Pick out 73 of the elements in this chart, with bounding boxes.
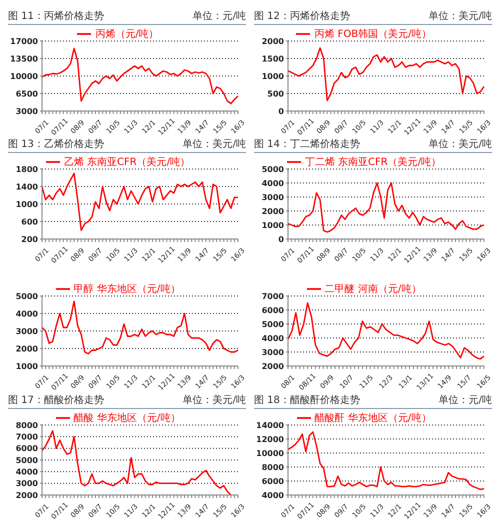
y-tick-label: 1000	[262, 72, 284, 81]
text: 丁二烯 东南亚CFR（美元/吨）	[304, 157, 442, 168]
line-series	[41, 172, 239, 231]
y-tick-label: 500	[267, 89, 284, 98]
line-series	[287, 431, 485, 490]
chart-title: 图 11：丙烯价格走势	[8, 10, 104, 23]
y-tick-label: 5000	[16, 456, 38, 465]
y-tick-label: 2000	[262, 36, 284, 46]
legend-label: 醋酸酐 华东地区（元/吨）	[314, 413, 432, 424]
y-tick-label: 10000	[256, 448, 284, 458]
y-tick-label: 0	[278, 234, 284, 244]
y-tick-label: 4000	[262, 334, 284, 343]
y-tick-label: 13500	[10, 54, 38, 64]
y-tick-label: 14000	[256, 420, 284, 430]
legend-label: 甲醇 华东地区（元/吨）	[74, 284, 180, 295]
y-tick-label: 5000	[262, 164, 284, 174]
y-tick-label: 4000	[262, 178, 284, 188]
text: 单位：美元/吨	[182, 139, 246, 150]
y-tick-label: 8000	[262, 462, 284, 472]
y-tick-label: 200	[21, 234, 38, 244]
y-tick-label: 2000	[16, 490, 38, 500]
y-tick-label: 5000	[16, 292, 38, 301]
y-tick-label: 6000	[16, 444, 38, 454]
y-tick-label: 17000	[10, 36, 38, 46]
line-series	[287, 302, 485, 360]
text: 单位：元/吨	[192, 11, 246, 22]
chart-title: 图 17：醋酸价格走势	[8, 394, 104, 407]
line-series	[41, 300, 239, 354]
legend-label: 丙烯 FOB韩国（美元/吨）	[314, 29, 432, 40]
y-tick-label: 1000	[16, 200, 38, 209]
y-tick-label: 3000	[262, 192, 284, 202]
y-tick-label: 3000	[262, 348, 284, 357]
chart-title: 图 14：丁二烯价格走势	[254, 138, 360, 151]
y-tick-label: 8000	[16, 420, 38, 430]
y-tick-label: 1000	[262, 220, 284, 230]
y-tick-label: 4000	[16, 468, 38, 477]
y-tick-label: 4000	[16, 309, 38, 318]
y-tick-label: 7000	[262, 292, 284, 301]
text: 单位：美元/吨	[428, 139, 492, 150]
legend-label: 丙烯（元/吨）	[95, 29, 159, 40]
text: 单位：美元/吨	[428, 11, 492, 22]
y-tick-label: 3000	[16, 326, 38, 336]
y-tick-label: 4000	[262, 490, 284, 500]
legend-label: 醋酸 华东地区（元/吨）	[74, 413, 180, 424]
y-tick-label: 10000	[10, 72, 38, 81]
y-tick-label: 5000	[262, 320, 284, 329]
y-tick-label: 7000	[16, 432, 38, 442]
line-series	[287, 47, 485, 102]
line-series	[41, 48, 239, 104]
y-tick-label: 2000	[16, 344, 38, 354]
y-tick-label: 1500	[262, 54, 284, 64]
y-tick-label: 1800	[16, 164, 38, 174]
text: 单位：美元/吨	[182, 395, 246, 406]
y-tick-label: 3000	[16, 106, 38, 116]
y-tick-label: 600	[21, 217, 38, 226]
y-tick-label: 12000	[256, 434, 284, 444]
line-series	[41, 430, 232, 495]
y-tick-label: 2000	[262, 206, 284, 216]
y-tick-label: 6000	[262, 306, 284, 315]
y-tick-label: 6000	[262, 476, 284, 486]
legend-label: 乙烯 东南亚CFR（美元/吨）	[64, 157, 190, 168]
y-tick-label: 1000	[16, 362, 38, 371]
y-tick-label: 1400	[16, 182, 38, 192]
legend-label: 二甲醚 河南（元/吨）	[324, 284, 422, 295]
y-tick-label: 3000	[16, 479, 38, 488]
chart-title: 图 18：醋酸酐价格走势	[254, 394, 360, 407]
y-tick-label: 6500	[16, 89, 38, 98]
chart-title: 图 12：丙烯价格走势	[254, 10, 350, 23]
y-tick-label: 0	[278, 106, 284, 116]
line-series	[287, 182, 485, 233]
y-tick-label: 2000	[262, 362, 284, 371]
chart-title: 图 13：乙烯价格走势	[8, 138, 104, 151]
text: 单位：元/吨	[438, 395, 492, 406]
